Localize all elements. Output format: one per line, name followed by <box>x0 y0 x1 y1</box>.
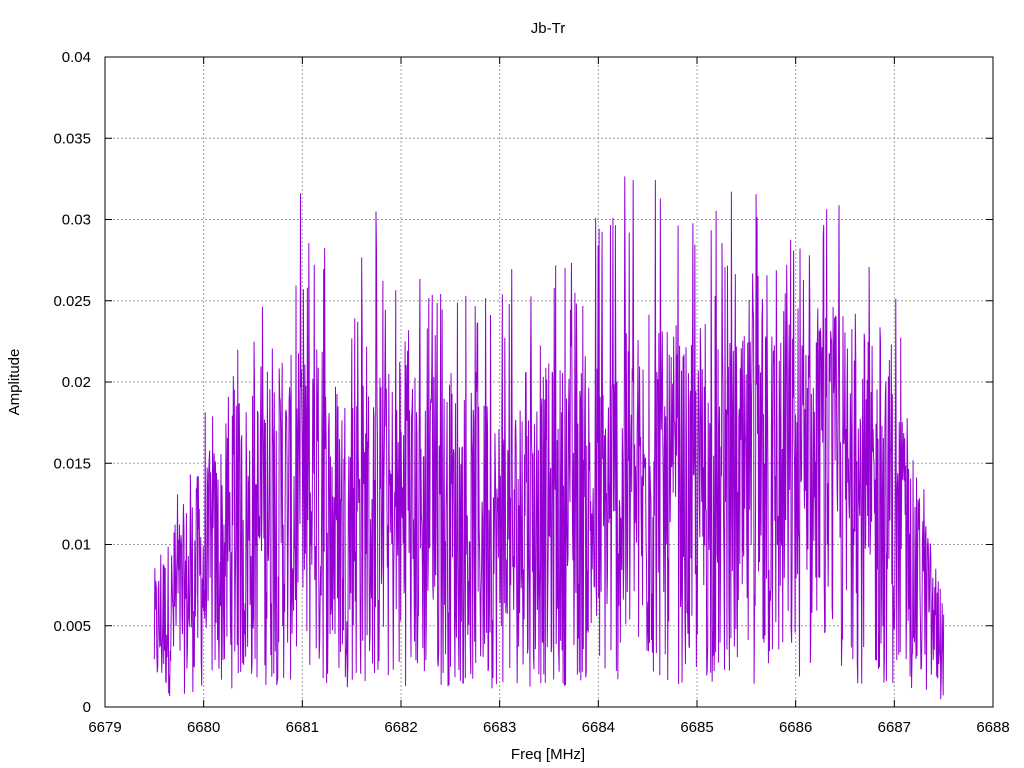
x-tick-label: 6682 <box>384 719 417 736</box>
x-tick-label: 6679 <box>88 719 121 736</box>
amplitude-series-line <box>153 176 945 700</box>
x-tick-label: 6688 <box>976 719 1009 736</box>
y-tick-label: 0.02 <box>62 374 91 391</box>
y-tick-label: 0.04 <box>62 49 91 66</box>
y-tick-label: 0 <box>83 699 91 716</box>
x-tick-label: 6685 <box>680 719 713 736</box>
x-axis: 6679 6680 6681 6682 6683 6684 6685 6686 6687 6688 <box>88 57 1010 736</box>
x-tick-label: 6680 <box>187 719 220 736</box>
x-axis-label: Freq [MHz] <box>511 746 585 763</box>
series-layer <box>153 176 945 700</box>
x-tick-label: 6687 <box>878 719 911 736</box>
chart-title: Jb-Tr <box>531 20 565 37</box>
y-axis-label: Amplitude <box>6 349 23 416</box>
y-axis: 0 0.005 0.01 0.015 0.02 0.025 0.03 0.035 0.04 <box>53 49 993 716</box>
y-tick-label: 0.005 <box>53 618 91 635</box>
x-tick-label: 6686 <box>779 719 812 736</box>
x-tick-label: 6683 <box>483 719 516 736</box>
x-tick-label: 6681 <box>286 719 319 736</box>
x-tick-label: 6684 <box>582 719 615 736</box>
y-tick-label: 0.035 <box>53 130 91 147</box>
y-tick-label: 0.01 <box>62 537 91 554</box>
y-tick-label: 0.015 <box>53 455 91 472</box>
y-tick-label: 0.025 <box>53 293 91 310</box>
y-tick-label: 0.03 <box>62 212 91 229</box>
